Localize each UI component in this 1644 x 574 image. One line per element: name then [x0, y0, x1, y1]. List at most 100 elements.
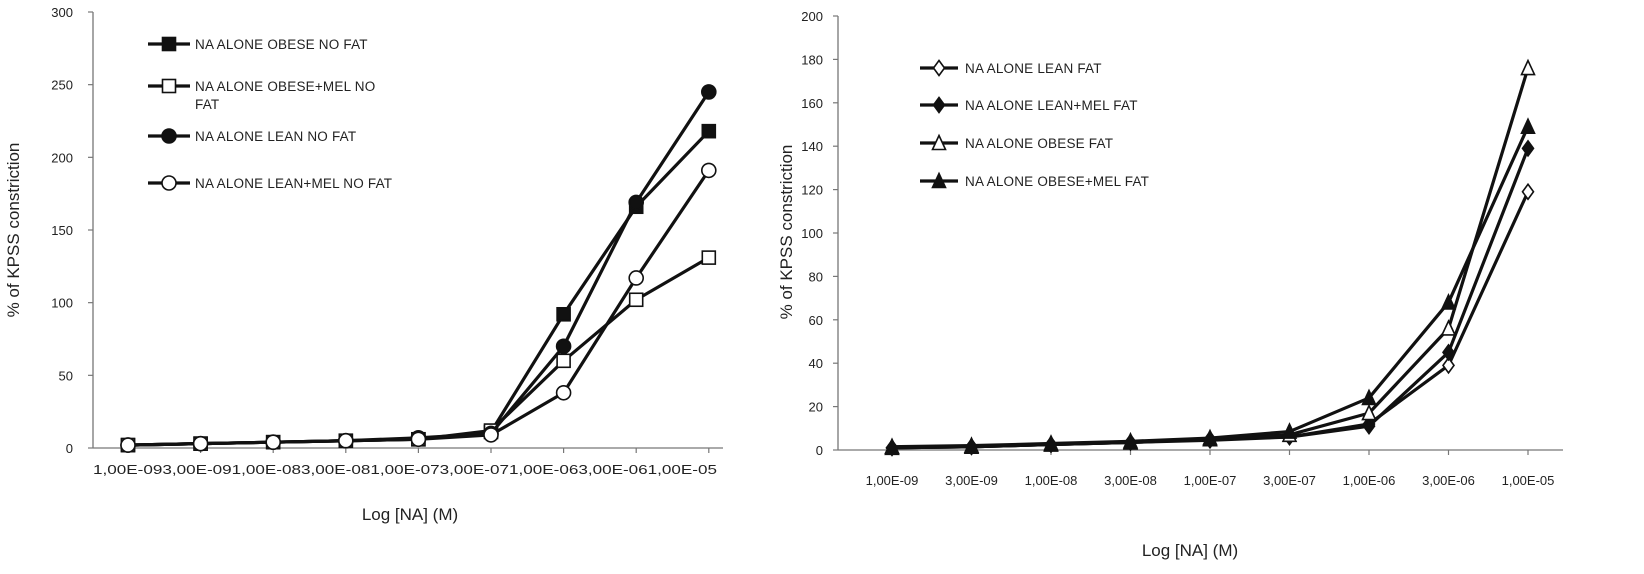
legend-entry: NA ALONE LEAN+MEL NO FAT	[148, 175, 392, 191]
legend-entry: NA ALONE OBESE FAT	[920, 133, 1113, 151]
data-point	[555, 384, 572, 401]
data-point	[1361, 403, 1377, 421]
data-point	[555, 338, 572, 355]
legend-marker	[161, 175, 177, 191]
legend-label: FAT	[195, 97, 219, 112]
y-axis-title: % of KPSS constriction	[4, 143, 23, 318]
series-line	[127, 91, 711, 447]
data-point	[1043, 434, 1059, 451]
series-1	[885, 182, 1535, 457]
x-tick-label: 1,00E-08	[1025, 473, 1078, 488]
legend-marker	[161, 78, 177, 94]
legend-label: NA ALONE OBESE NO FAT	[195, 37, 368, 52]
legend-marker	[932, 59, 946, 77]
legend-marker	[161, 36, 177, 52]
y-tick-label: 100	[801, 226, 823, 241]
y-tick-label: 200	[51, 150, 73, 165]
y-tick-label: 140	[801, 139, 823, 154]
series-3	[884, 58, 1536, 456]
legend-label: NA ALONE OBESE FAT	[965, 136, 1113, 151]
y-tick-label: 180	[801, 52, 823, 67]
legend-label: NA ALONE LEAN+MEL NO FAT	[195, 176, 392, 191]
y-tick-label: 80	[809, 269, 823, 284]
x-tick-label: 3,00E-08	[1104, 473, 1157, 488]
y-tick-label: 250	[51, 78, 73, 93]
data-point	[700, 84, 717, 100]
legend-label: NA ALONE LEAN NO FAT	[195, 129, 356, 144]
data-point	[628, 270, 645, 286]
data-point	[192, 435, 209, 452]
x-tick-label: 3,00E-06	[1422, 473, 1475, 488]
data-point	[1122, 431, 1139, 449]
series-line	[127, 256, 710, 447]
series-4	[884, 117, 1536, 455]
data-point	[337, 432, 354, 449]
data-point	[1442, 343, 1455, 362]
data-point	[1521, 182, 1535, 201]
legend-marker	[931, 171, 947, 189]
data-point	[1520, 58, 1536, 76]
legend-marker	[931, 133, 947, 151]
data-point	[1361, 388, 1377, 406]
legend-entry: NA ALONE OBESE NO FAT	[148, 36, 368, 52]
chart-left: 0 50 100 150 200 250 300 1,00E-093,00E-091,00E-…	[4, 5, 723, 524]
x-axis-title: Log [NA] (M)	[1142, 541, 1238, 560]
data-point	[963, 436, 980, 453]
y-tick-label: 0	[66, 441, 73, 456]
series-line	[891, 147, 1530, 450]
legend-label: NA ALONE OBESE+MEL NO	[195, 79, 375, 94]
data-point	[1442, 356, 1455, 375]
x-tick-label: 3,00E-09	[945, 473, 998, 488]
chart-right: 0 20 40 60 80 100 120 140 160 180 200 1,00E-09 3,00E…	[777, 9, 1563, 560]
y-tick-label: 0	[816, 443, 823, 458]
y-tick-label: 100	[51, 296, 73, 311]
x-axis-title: Log [NA] (M)	[362, 505, 458, 524]
y-tick-label: 160	[801, 96, 823, 111]
data-point	[701, 123, 717, 139]
y-tick-label: 120	[801, 183, 823, 198]
data-point	[884, 437, 900, 455]
legend-marker	[161, 128, 177, 144]
legend-entry: NA ALONE LEAN FAT	[920, 59, 1102, 77]
x-tick-label: 1,00E-07	[1184, 473, 1237, 488]
legend-label: NA ALONE LEAN+MEL FAT	[965, 98, 1138, 113]
data-point	[1362, 417, 1376, 435]
x-tick-label: 1,00E-09	[866, 473, 919, 488]
data-point	[1520, 117, 1536, 134]
legend-entry: NA ALONE OBESE+MEL FAT	[920, 171, 1149, 189]
x-tick-label: 1,00E-05	[1502, 473, 1555, 488]
data-point	[265, 434, 282, 450]
data-point	[1521, 139, 1535, 158]
series-2	[120, 250, 717, 453]
data-point	[483, 427, 499, 443]
data-point	[701, 250, 717, 265]
y-tick-label: 50	[59, 368, 73, 383]
x-tick-labels: 1,00E-093,00E-091,00E-083,00E-081,00E-07…	[93, 462, 717, 477]
series-4	[120, 162, 717, 453]
legend-entry: NA ALONE LEAN+MEL FAT	[920, 96, 1138, 114]
legend-label: NA ALONE OBESE+MEL FAT	[965, 174, 1149, 189]
y-tick-label: 150	[51, 223, 73, 238]
data-point	[700, 162, 717, 179]
data-point	[556, 306, 571, 322]
y-tick-label: 40	[809, 356, 823, 371]
series-line	[891, 67, 1530, 450]
y-tick-label: 60	[809, 313, 823, 328]
data-point	[1440, 319, 1457, 336]
y-tick-label: 200	[801, 9, 823, 24]
legend-label: NA ALONE LEAN FAT	[965, 61, 1102, 76]
data-point	[556, 353, 571, 369]
x-tick-label: 1,00E-06	[1343, 473, 1396, 488]
data-point	[1281, 422, 1298, 439]
data-point	[410, 431, 427, 448]
legend-entry: NA ALONE LEAN NO FAT	[148, 128, 356, 144]
y-tick-label: 300	[51, 5, 73, 20]
data-point	[1202, 428, 1218, 446]
x-tick-label: 3,00E-07	[1263, 473, 1316, 488]
data-point	[628, 194, 645, 211]
y-tick-label: 20	[809, 400, 823, 415]
data-point	[1440, 293, 1457, 310]
series-1	[120, 123, 717, 453]
y-axis-title: % of KPSS constriction	[777, 145, 796, 320]
